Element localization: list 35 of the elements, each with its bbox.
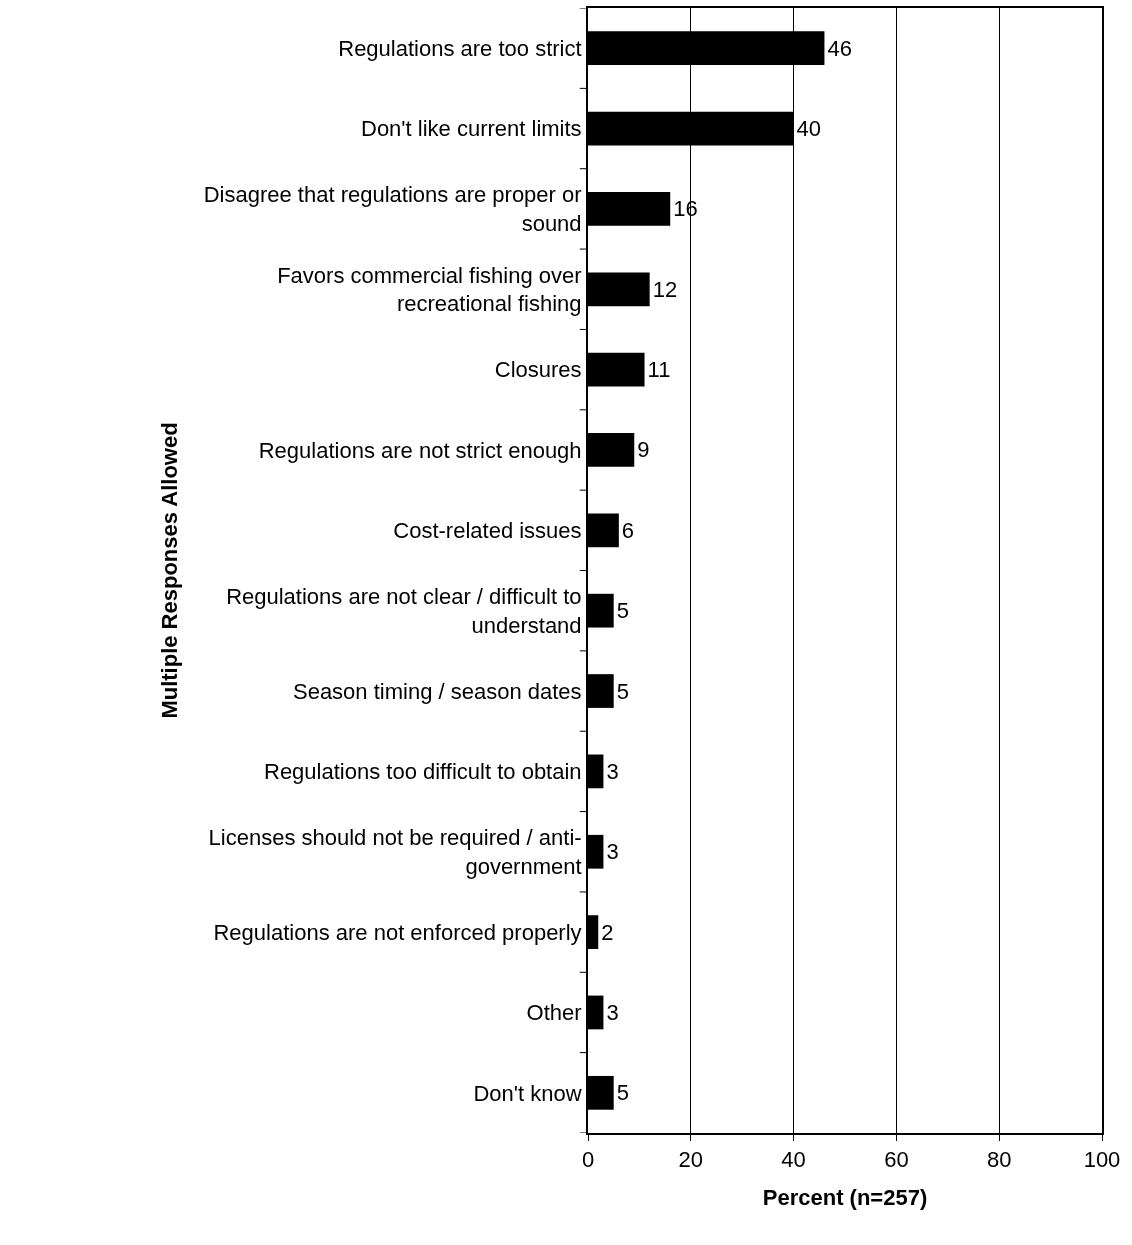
y-tick-label: Don't like current limits (361, 116, 582, 142)
x-tick-label: 20 (678, 1147, 704, 1173)
x-tick-label: 100 (1083, 1147, 1121, 1173)
data-label: 3 (606, 839, 619, 865)
y-tick-label: Regulations are not enforced properly (213, 919, 582, 945)
y-tick-label: Licenses should not be required / anti-government (208, 825, 582, 879)
x-tick-label: 80 (986, 1147, 1012, 1173)
y-tick-label: Other (526, 1000, 582, 1026)
data-label: 12 (652, 276, 678, 302)
y-tick-label: Disagree that regulations are proper or sound (203, 182, 582, 236)
data-label: 5 (616, 598, 629, 624)
y-tick-label: Cost-related issues (393, 518, 582, 544)
y-axis-title: Multiple Responses Allowed (157, 422, 183, 719)
data-label: 5 (616, 1080, 629, 1106)
data-label: 3 (606, 999, 619, 1025)
x-tick-label: 60 (884, 1147, 909, 1173)
y-tick-label: Regulations too difficult to obtain (264, 759, 582, 785)
y-tick-label: Don't know (473, 1080, 582, 1106)
x-axis-title: Percent (n=257) (762, 1184, 928, 1210)
x-tick-label: 40 (781, 1147, 806, 1173)
data-label: 46 (827, 35, 852, 61)
data-label: 3 (606, 758, 619, 784)
data-label: 9 (637, 437, 650, 463)
y-tick-label: Favors commercial fishing over recreational fishing (277, 262, 582, 317)
data-label: 2 (601, 919, 614, 945)
y-tick-label: Regulations are not strict enough (258, 437, 582, 463)
y-tick-label: Regulations are too strict (338, 35, 582, 61)
data-label: 11 (647, 357, 671, 383)
data-label: 40 (796, 116, 822, 142)
data-label: 6 (621, 517, 635, 543)
y-tick-label: Closures (494, 357, 582, 383)
y-tick-label: Season timing / season dates (292, 678, 582, 704)
data-label: 5 (616, 678, 629, 704)
y-tick-label: Regulations are not clear / difficult to understand (226, 584, 582, 638)
x-tick-label: 0 (581, 1147, 595, 1173)
